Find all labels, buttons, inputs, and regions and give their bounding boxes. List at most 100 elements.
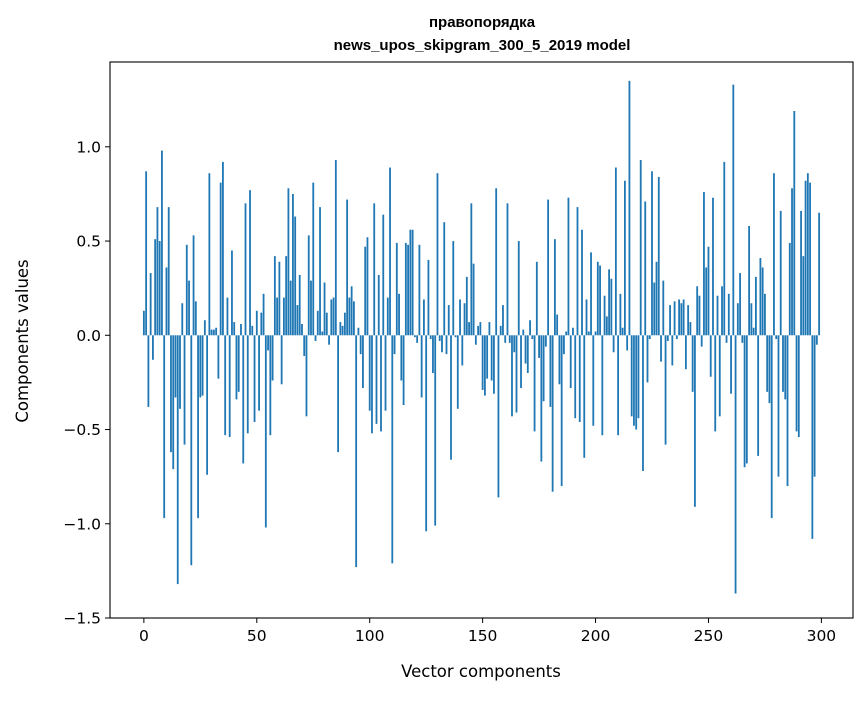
bar: [328, 335, 330, 345]
bar: [804, 180, 807, 336]
bar: [423, 299, 425, 336]
bar: [285, 256, 288, 336]
bar: [264, 335, 267, 528]
bar: [572, 327, 574, 336]
bar: [441, 335, 443, 353]
bar: [707, 246, 710, 336]
bar: [655, 261, 658, 336]
bar: [725, 335, 728, 343]
bar: [305, 335, 308, 417]
bar: [407, 244, 410, 336]
bar: [226, 297, 229, 336]
plot-frame: [109, 61, 854, 619]
bar: [689, 322, 692, 336]
bar: [321, 331, 324, 336]
bar: [145, 171, 148, 336]
bar: [258, 335, 260, 411]
bar: [386, 297, 389, 336]
bar: [716, 295, 719, 336]
bar: [815, 335, 818, 345]
bar: [235, 335, 238, 400]
bar: [289, 280, 292, 336]
bar: [278, 261, 281, 336]
bar: [267, 335, 269, 351]
bar: [779, 210, 782, 336]
bar: [700, 335, 703, 347]
bar: [312, 182, 315, 336]
bar: [797, 335, 800, 438]
bar: [734, 335, 737, 594]
x-axis-label: Vector components: [401, 662, 561, 681]
bar: [167, 207, 170, 336]
bar: [786, 335, 789, 487]
bar: [287, 188, 290, 336]
bar: [165, 267, 168, 336]
bar: [791, 188, 793, 336]
bar: [477, 325, 480, 336]
bar: [551, 335, 554, 492]
bar: [156, 207, 159, 336]
bar: [330, 299, 333, 336]
bar: [684, 335, 687, 370]
bar: [709, 335, 712, 377]
bar: [752, 327, 755, 336]
bar: [201, 335, 204, 396]
bar: [619, 293, 622, 336]
bar: [660, 335, 662, 362]
bar: [273, 256, 276, 336]
bar: [743, 335, 746, 468]
bar: [389, 167, 391, 336]
bar: [603, 295, 606, 336]
bar: [452, 241, 455, 336]
bar: [237, 335, 240, 392]
bar: [705, 267, 708, 336]
bar: [535, 261, 538, 336]
bars: [142, 80, 821, 594]
bar: [418, 244, 421, 336]
bar: [698, 295, 701, 336]
bar: [757, 335, 760, 456]
bar: [343, 312, 346, 336]
bar: [544, 335, 547, 347]
bar: [529, 320, 531, 336]
bar: [782, 335, 784, 392]
bar: [506, 203, 509, 336]
bar: [590, 252, 592, 336]
bar: [624, 180, 626, 336]
bar: [585, 299, 588, 336]
bar: [409, 229, 412, 336]
bar: [583, 335, 586, 458]
bar: [172, 335, 175, 470]
bar: [249, 190, 251, 336]
x-tick-label: 300: [807, 627, 837, 645]
bar: [592, 335, 595, 426]
bar: [800, 210, 802, 336]
bar: [174, 335, 177, 398]
bar: [578, 335, 581, 422]
y-axis-label: Components values: [13, 259, 32, 422]
bar: [346, 199, 349, 336]
bar: [788, 242, 791, 336]
bar: [142, 310, 145, 336]
bar: [696, 286, 699, 336]
bar: [185, 244, 188, 336]
bar: [242, 335, 245, 464]
bar: [161, 150, 163, 336]
bar: [565, 331, 568, 336]
bar: [524, 335, 527, 364]
bar: [373, 203, 376, 336]
bar: [420, 335, 423, 398]
bar: [657, 176, 660, 336]
x-tick-label: 50: [247, 627, 267, 645]
bar: [481, 335, 484, 390]
bar: [393, 335, 396, 355]
bar: [375, 335, 378, 424]
bar: [811, 335, 814, 539]
bar: [666, 335, 669, 341]
bar: [637, 335, 640, 419]
bar: [770, 335, 773, 519]
bar: [576, 207, 579, 336]
bar: [192, 235, 195, 336]
bar: [208, 173, 211, 336]
bar: [646, 335, 649, 383]
